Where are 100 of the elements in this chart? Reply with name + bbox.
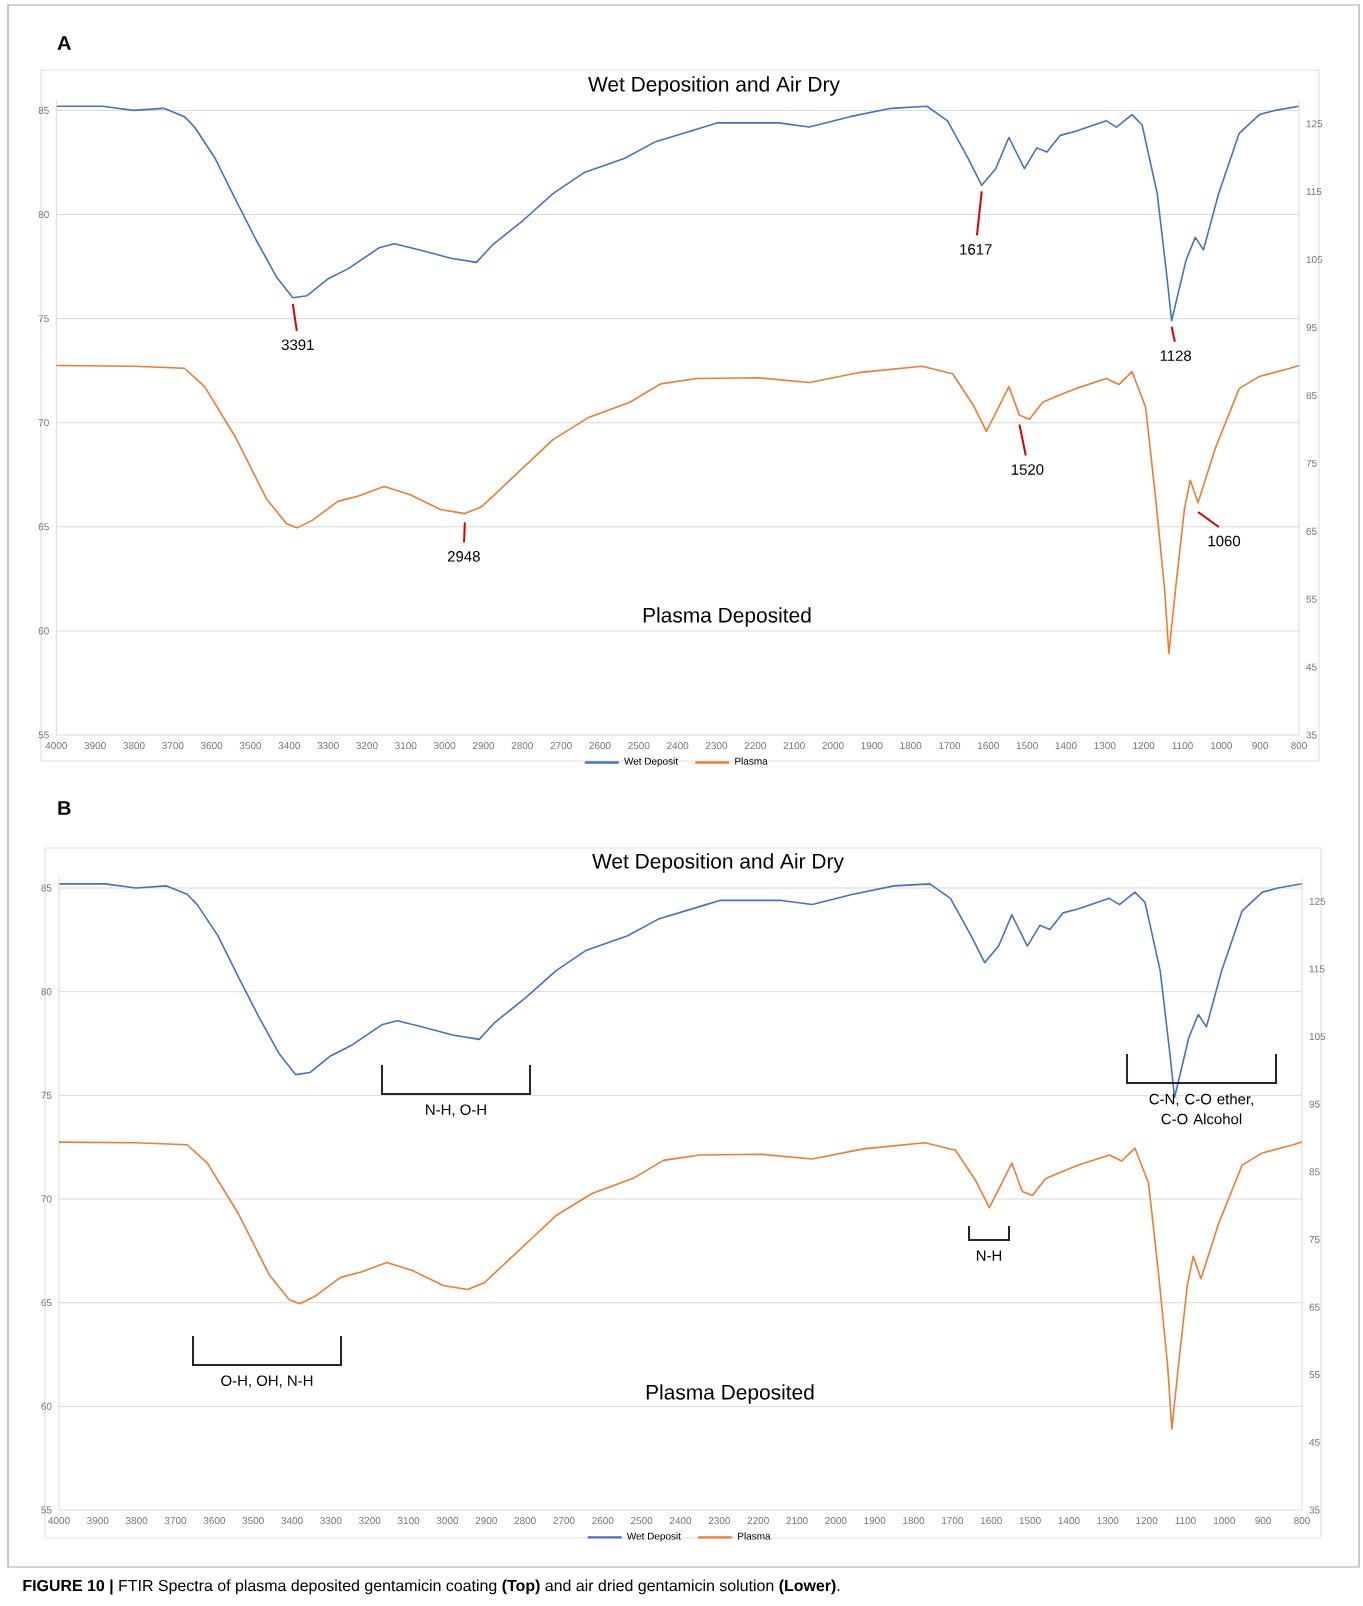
x-tick-label: 1400 [1058, 1517, 1080, 1525]
y-tick-label: 65 [38, 523, 49, 531]
line-series [58, 1141, 1303, 1430]
x-tick-label: 2200 [747, 1517, 769, 1525]
x-tick-label: 3100 [395, 742, 417, 750]
x-tick-label: 1600 [980, 1517, 1002, 1525]
x-tick-label: 2100 [783, 742, 805, 750]
x-tick-label: 3000 [433, 742, 456, 750]
legend-label: Wet Deposit [624, 757, 678, 767]
x-tick-label: 2000 [822, 742, 844, 750]
annotation: 1060 [1208, 535, 1241, 547]
y-tick-label: 55 [38, 731, 49, 739]
y-tick-label: 75 [41, 1091, 52, 1099]
annotation: 2948 [447, 551, 480, 562]
x-tick-label: 2400 [669, 1517, 692, 1525]
x-tick-label: 800 [1294, 1517, 1310, 1525]
x-tick-label: 1100 [1172, 742, 1193, 750]
x-tick-label: 3200 [359, 1517, 381, 1525]
x-tick-label: 1300 [1094, 742, 1116, 750]
x-tick-label: 2600 [589, 742, 611, 750]
x-tick-label: 2300 [708, 1517, 731, 1525]
annotation: Plasma Deposited [646, 1384, 814, 1404]
x-tick-label: 3100 [397, 1517, 420, 1525]
x-tick-label: 2900 [472, 742, 495, 750]
y2-tick-label: 45 [1309, 1438, 1320, 1446]
x-tick-label: 1200 [1133, 742, 1155, 750]
x-tick-label: 1400 [1055, 742, 1077, 750]
x-tick-label: 4000 [45, 742, 67, 750]
x-tick-label: 3500 [242, 1517, 264, 1525]
y2-tick-label: 75 [1306, 459, 1317, 467]
x-tick-label: 3900 [84, 742, 106, 750]
text: Wet Deposition and Air Dry [588, 76, 840, 96]
x-tick-label: 2300 [705, 742, 728, 750]
line-series [55, 105, 1300, 322]
x-tick-label: 1300 [1097, 1517, 1119, 1525]
annotation: 1617 [960, 244, 992, 255]
y-tick-label: 70 [41, 1195, 52, 1203]
x-tick-label: 2700 [550, 742, 572, 750]
annotation: C-N, C-O ether, C-O Alcohol [1149, 1093, 1253, 1125]
legend-label: Wet Deposit [626, 1532, 681, 1542]
legend-label: Plasma [735, 757, 768, 765]
y2-tick-label: 95 [1309, 1100, 1320, 1108]
x-tick-label: 2800 [514, 1517, 536, 1525]
y2-tick-label: 55 [1309, 1371, 1320, 1379]
y2-tick-label: 105 [1309, 1033, 1326, 1041]
x-tick-label: 1100 [1175, 1517, 1196, 1525]
x-tick-label: 1700 [942, 1517, 964, 1525]
y2-tick-label: 125 [1309, 897, 1326, 905]
y2-tick-label: 45 [1306, 663, 1317, 671]
x-tick-label: 1200 [1136, 1517, 1158, 1525]
x-tick-label: 3800 [125, 1517, 148, 1525]
x-tick-label: 2400 [667, 742, 689, 750]
x-tick-label: 900 [1255, 1517, 1272, 1525]
y-tick-label: 60 [41, 1402, 52, 1410]
x-tick-label: 3300 [317, 742, 339, 750]
x-tick-label: 1800 [900, 742, 922, 750]
x-tick-label: 3000 [436, 1517, 459, 1525]
annotation: N-H [976, 1250, 1002, 1261]
x-tick-label: 2600 [592, 1517, 614, 1525]
y2-tick-label: 85 [1309, 1168, 1320, 1176]
line-series [55, 364, 1300, 655]
x-tick-label: 3500 [239, 742, 262, 750]
x-tick-label: 1800 [903, 1517, 925, 1525]
x-tick-label: 1500 [1019, 1517, 1041, 1525]
x-tick-label: 1000 [1213, 1517, 1235, 1525]
y2-tick-label: 125 [1306, 120, 1323, 128]
x-tick-label: 3300 [320, 1517, 342, 1525]
y2-tick-label: 115 [1306, 188, 1322, 196]
annotation: Plasma Deposited [643, 607, 811, 627]
x-tick-label: 2100 [786, 1517, 808, 1525]
y-tick-label: 85 [41, 884, 52, 892]
x-tick-label: 2200 [744, 742, 766, 750]
text: FIGURE 10 | FTIR Spectra of plasma deposited gentamicin coating (Top) and air dried gentamicin solution (Lower). [23, 1579, 840, 1595]
y-tick-label: 60 [38, 627, 49, 635]
x-tick-label: 1700 [939, 742, 961, 750]
x-tick-label: 3800 [123, 742, 145, 750]
y2-tick-label: 35 [1306, 731, 1317, 739]
x-tick-label: 1600 [977, 742, 1000, 750]
annotation: N-H, O-H [426, 1104, 486, 1117]
chart-title: B [58, 801, 71, 815]
x-tick-label: 3400 [278, 742, 300, 750]
x-tick-label: 3200 [356, 742, 378, 750]
annotation: 3391 [281, 339, 314, 351]
y2-tick-label: 65 [1309, 1303, 1320, 1311]
y-tick-label: 80 [41, 988, 52, 996]
text: Wet Deposition and Air Dry [592, 853, 844, 873]
x-tick-label: 1900 [864, 1517, 886, 1525]
x-tick-label: 3700 [164, 1517, 187, 1525]
x-tick-label: 2800 [511, 742, 533, 750]
y-tick-label: 65 [41, 1299, 52, 1307]
x-tick-label: 900 [1252, 742, 1269, 750]
x-tick-label: 3900 [87, 1517, 109, 1525]
chart-title: A [57, 36, 71, 50]
y-tick-label: 85 [38, 106, 49, 114]
x-tick-label: 3600 [200, 742, 223, 750]
y-tick-label: 70 [38, 419, 49, 427]
y2-tick-label: 115 [1309, 965, 1325, 973]
x-tick-label: 2500 [628, 742, 650, 750]
legend-label: Plasma [738, 1532, 771, 1540]
x-tick-label: 3700 [162, 742, 184, 750]
